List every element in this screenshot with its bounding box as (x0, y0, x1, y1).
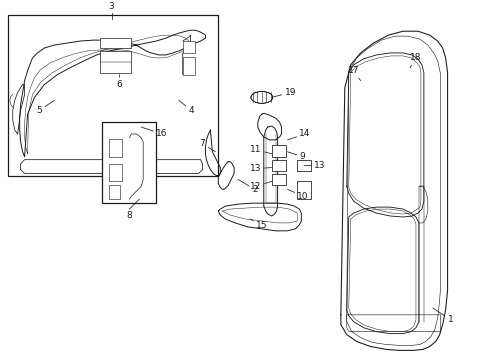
Text: 5: 5 (37, 100, 54, 115)
Bar (271, 174, 285, 185)
Bar (100, 38, 131, 48)
Text: 10: 10 (287, 189, 308, 201)
Text: 15: 15 (249, 219, 267, 230)
Text: 1: 1 (432, 308, 452, 324)
Text: 2: 2 (238, 179, 257, 194)
Text: 17: 17 (347, 66, 360, 81)
Text: 13: 13 (250, 164, 271, 173)
Bar (102, 122, 156, 203)
Bar (297, 160, 310, 171)
Bar (8, 15, 218, 176)
Text: 4: 4 (179, 100, 194, 115)
Bar (183, 41, 194, 53)
Bar (108, 185, 120, 199)
Text: 7: 7 (199, 139, 215, 152)
Text: 13: 13 (304, 161, 325, 170)
Bar (108, 139, 122, 157)
Bar (271, 160, 285, 171)
Ellipse shape (250, 91, 272, 103)
Text: 12: 12 (250, 181, 271, 191)
Text: 8: 8 (126, 211, 132, 220)
Bar (271, 145, 285, 157)
Text: 9: 9 (287, 152, 305, 161)
Bar (100, 51, 131, 73)
Text: 19: 19 (271, 88, 295, 98)
Text: 16: 16 (141, 127, 167, 139)
Text: 3: 3 (108, 3, 114, 12)
Bar (297, 181, 310, 199)
Text: 6: 6 (116, 75, 122, 89)
Bar (183, 57, 194, 75)
Text: 11: 11 (250, 145, 271, 154)
Text: 14: 14 (287, 130, 310, 140)
Bar (108, 164, 122, 181)
Text: 18: 18 (409, 53, 421, 68)
